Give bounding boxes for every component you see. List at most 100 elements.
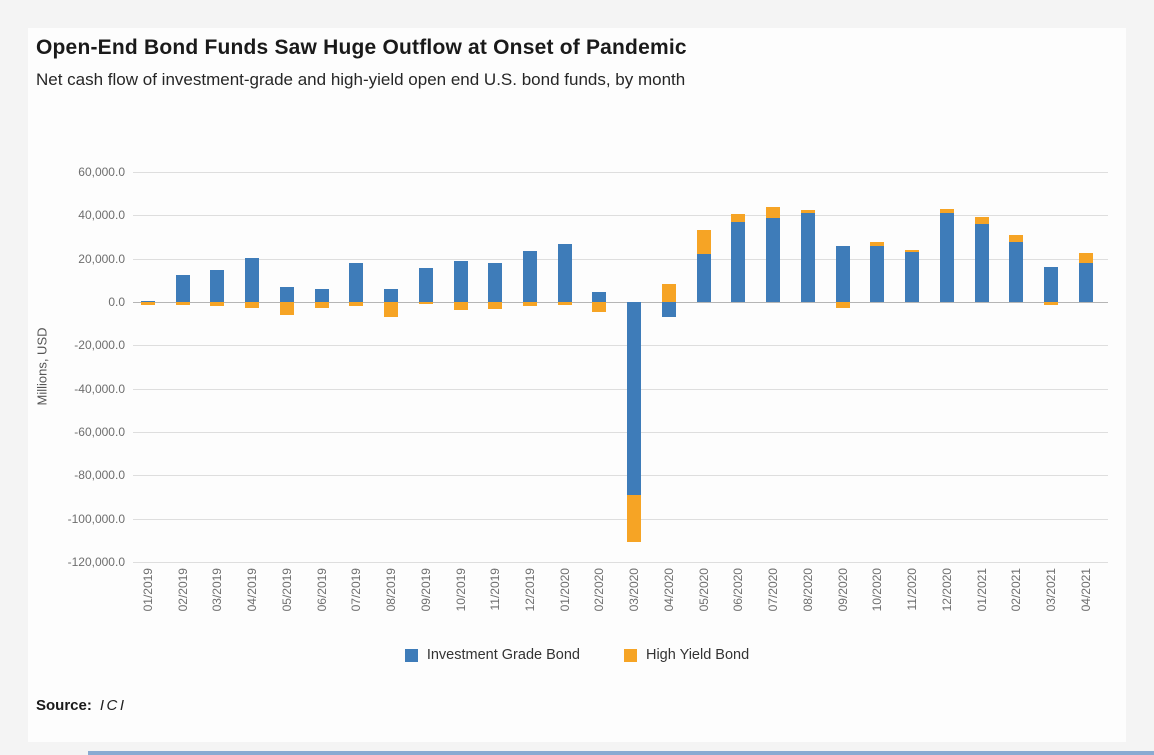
bar-segment: [349, 263, 363, 302]
bar-segment: [558, 302, 572, 305]
bar-segment: [731, 214, 745, 222]
zero-gridline: [133, 302, 1108, 303]
bar-segment: [801, 213, 815, 302]
y-tick-label: -80,000.0: [74, 468, 125, 482]
y-axis-title: Millions, USD: [34, 327, 50, 406]
bar-segment: [558, 244, 572, 302]
y-tick-label: 60,000.0: [78, 165, 125, 179]
bar-segment: [697, 254, 711, 302]
y-tick-label: -40,000.0: [74, 382, 125, 396]
bar-segment: [801, 210, 815, 213]
x-tick-label: 01/2021: [975, 568, 989, 612]
bar-segment: [454, 261, 468, 302]
bar-segment: [836, 246, 850, 302]
bar-segment: [419, 268, 433, 302]
bar-segment: [940, 209, 954, 213]
x-tick-label: 06/2020: [731, 568, 745, 612]
bar-segment: [662, 302, 676, 317]
bar-segment: [176, 302, 190, 305]
gridline: [133, 172, 1108, 173]
gridline: [133, 432, 1108, 433]
bar-segment: [384, 302, 398, 317]
bar-segment: [280, 287, 294, 302]
bar-segment: [766, 207, 780, 218]
source-label: Source:: [36, 697, 92, 714]
x-tick-label: 04/2021: [1079, 568, 1093, 612]
bar-segment: [627, 302, 641, 495]
bar-segment: [141, 301, 155, 302]
source-line: Source: ICI: [36, 697, 127, 714]
legend-label: High Yield Bond: [645, 647, 750, 663]
x-tick-label: 02/2019: [176, 568, 190, 612]
bar-segment: [870, 242, 884, 246]
x-tick-label: 03/2019: [210, 568, 224, 612]
x-tick-label: 08/2019: [384, 568, 398, 612]
bar-segment: [662, 284, 676, 302]
bar-segment: [940, 213, 954, 302]
page-title: Open-End Bond Funds Saw Huge Outflow at …: [36, 36, 687, 59]
bar-segment: [1009, 242, 1023, 302]
bar-segment: [245, 302, 259, 308]
x-tick-label: 04/2020: [662, 568, 676, 612]
bar-segment: [975, 217, 989, 224]
x-tick-label: 01/2019: [141, 568, 155, 612]
bar-segment: [836, 302, 850, 308]
bar-segment: [1044, 302, 1058, 305]
y-tick-label: -100,000.0: [67, 512, 125, 526]
x-tick-label: 07/2020: [766, 568, 780, 612]
x-tick-label: 02/2021: [1009, 568, 1023, 612]
x-tick-label: 05/2020: [697, 568, 711, 612]
x-tick-label: 09/2019: [419, 568, 433, 612]
bottom-edge-strip: [88, 751, 1154, 755]
bar-segment: [245, 258, 259, 302]
x-tick-label: 02/2020: [592, 568, 606, 612]
bar-segment: [488, 302, 502, 309]
chart-legend: Investment Grade Bond High Yield Bond: [0, 647, 1154, 663]
x-tick-label: 05/2019: [280, 568, 294, 612]
bar-segment: [210, 302, 224, 306]
bar-segment: [176, 275, 190, 302]
bar-segment: [731, 222, 745, 302]
bar-segment: [1044, 267, 1058, 302]
bar-segment: [315, 289, 329, 302]
gridline: [133, 562, 1108, 563]
bar-segment: [1079, 263, 1093, 302]
x-tick-label: 10/2019: [454, 568, 468, 612]
x-tick-label: 11/2020: [905, 568, 919, 611]
bar-segment: [905, 252, 919, 302]
bar-segment: [315, 302, 329, 308]
bar-segment: [592, 302, 606, 312]
y-tick-label: 0.0: [108, 295, 125, 309]
y-tick-label: 20,000.0: [78, 252, 125, 266]
gridline: [133, 519, 1108, 520]
bar-segment: [766, 218, 780, 302]
x-tick-label: 03/2020: [627, 568, 641, 612]
gridline: [133, 345, 1108, 346]
bar-segment: [454, 302, 468, 310]
x-tick-label: 04/2019: [245, 568, 259, 612]
bar-segment: [1009, 235, 1023, 242]
bar-segment: [280, 302, 294, 315]
y-tick-label: 40,000.0: [78, 208, 125, 222]
bar-segment: [488, 263, 502, 302]
x-tick-label: 03/2021: [1044, 568, 1058, 612]
investment-grade-swatch-icon: [404, 648, 418, 662]
x-tick-label: 09/2020: [836, 568, 850, 612]
bar-segment: [523, 302, 537, 306]
bar-segment: [975, 224, 989, 302]
bar-segment: [870, 246, 884, 302]
page-subtitle: Net cash flow of investment-grade and hi…: [36, 70, 686, 89]
y-tick-label: -120,000.0: [67, 555, 125, 569]
bar-segment: [141, 302, 155, 305]
x-tick-label: 01/2020: [558, 568, 572, 612]
gridline: [133, 259, 1108, 260]
x-tick-label: 08/2020: [801, 568, 815, 612]
gridline: [133, 389, 1108, 390]
bar-segment: [210, 270, 224, 302]
x-tick-label: 11/2019: [488, 568, 502, 611]
x-tick-label: 12/2020: [940, 568, 954, 612]
x-tick-label: 12/2019: [523, 568, 537, 612]
bar-segment: [627, 495, 641, 542]
bar-segment: [419, 302, 433, 304]
